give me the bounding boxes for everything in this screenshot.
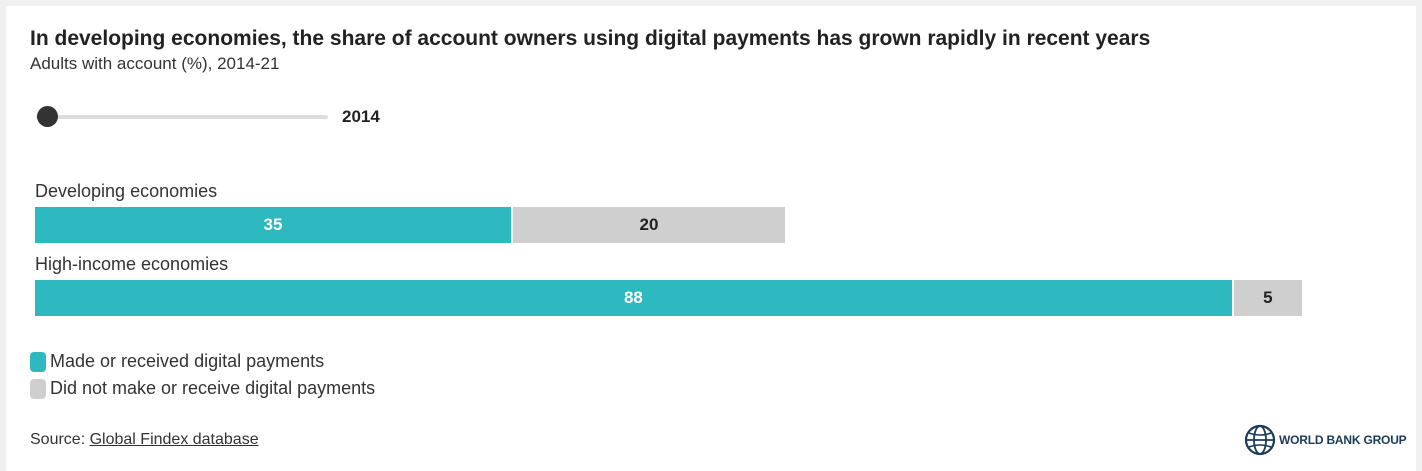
logo-text: WORLD BANK GROUP xyxy=(1279,433,1407,447)
legend-swatch-made-received xyxy=(30,351,46,372)
year-slider-handle[interactable] xyxy=(37,106,58,127)
globe-icon xyxy=(1244,424,1276,456)
world-bank-logo: WORLD BANK GROUP xyxy=(1244,424,1407,456)
source-note: Source: Global Findex database xyxy=(30,431,259,449)
chart-card: In developing economies, the share of ac… xyxy=(6,6,1416,471)
bar-developing-made-received[interactable]: 35 xyxy=(35,207,511,243)
slider-year-label: 2014 xyxy=(342,107,380,126)
category-label-developing: Developing economies xyxy=(35,181,218,201)
legend-swatch-did-not xyxy=(30,378,46,399)
chart-subtitle: Adults with account (%), 2014-21 xyxy=(30,54,280,73)
source-link[interactable]: Global Findex database xyxy=(89,431,259,448)
data-label-high-income-made-received: 88 xyxy=(623,288,643,307)
chart-title: In developing economies, the share of ac… xyxy=(30,27,1151,50)
legend-item-made-received: Made or received digital payments xyxy=(30,351,324,372)
category-label-high-income: High-income economies xyxy=(35,254,229,274)
legend-label-made-received: Made or received digital payments xyxy=(50,351,325,371)
data-label-developing-did-not: 20 xyxy=(639,215,659,234)
year-slider[interactable] xyxy=(36,104,328,130)
legend-item-did-not: Did not make or receive digital payments xyxy=(30,378,375,399)
year-slider-track[interactable] xyxy=(36,115,328,119)
bar-developing-did-not[interactable]: 20 xyxy=(513,207,785,243)
bar-high-income-made-received[interactable]: 88 xyxy=(35,280,1232,316)
source-prefix: Source: xyxy=(30,431,90,448)
legend-label-did-not: Did not make or receive digital payments xyxy=(50,378,376,398)
data-label-high-income-did-not: 5 xyxy=(1263,288,1273,307)
bar-high-income-did-not[interactable]: 5 xyxy=(1233,280,1302,316)
data-label-developing-made-received: 35 xyxy=(263,215,283,234)
